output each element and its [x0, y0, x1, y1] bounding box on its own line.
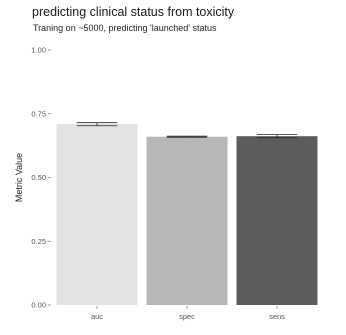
chart-title: predicting clinical status from toxicity: [32, 5, 235, 19]
y-axis-label: Metric Value: [14, 153, 24, 202]
chart-subtitle: Traning on ~5000, predicting 'launched' …: [33, 23, 217, 33]
x-axis: auc spec sens: [91, 306, 285, 321]
y-tick-label: 0.50: [31, 173, 46, 182]
bar-auc: [56, 123, 138, 305]
bar-spec: [146, 136, 228, 305]
x-tick-label-sens: sens: [269, 312, 285, 321]
y-tick-label: 0.25: [31, 237, 46, 246]
x-tick-label-spec: spec: [179, 312, 195, 321]
y-tick-label: 0.00: [31, 301, 46, 310]
bar-sens: [236, 136, 318, 305]
x-tick-label-auc: auc: [91, 312, 103, 321]
y-tick-label: 0.75: [31, 109, 46, 118]
error-bars-group: [76, 122, 298, 139]
y-tick-label: 1.00: [31, 46, 46, 55]
y-axis: 0.00 0.25 0.50 0.75 1.00: [31, 46, 51, 310]
bars-group: [56, 123, 318, 305]
